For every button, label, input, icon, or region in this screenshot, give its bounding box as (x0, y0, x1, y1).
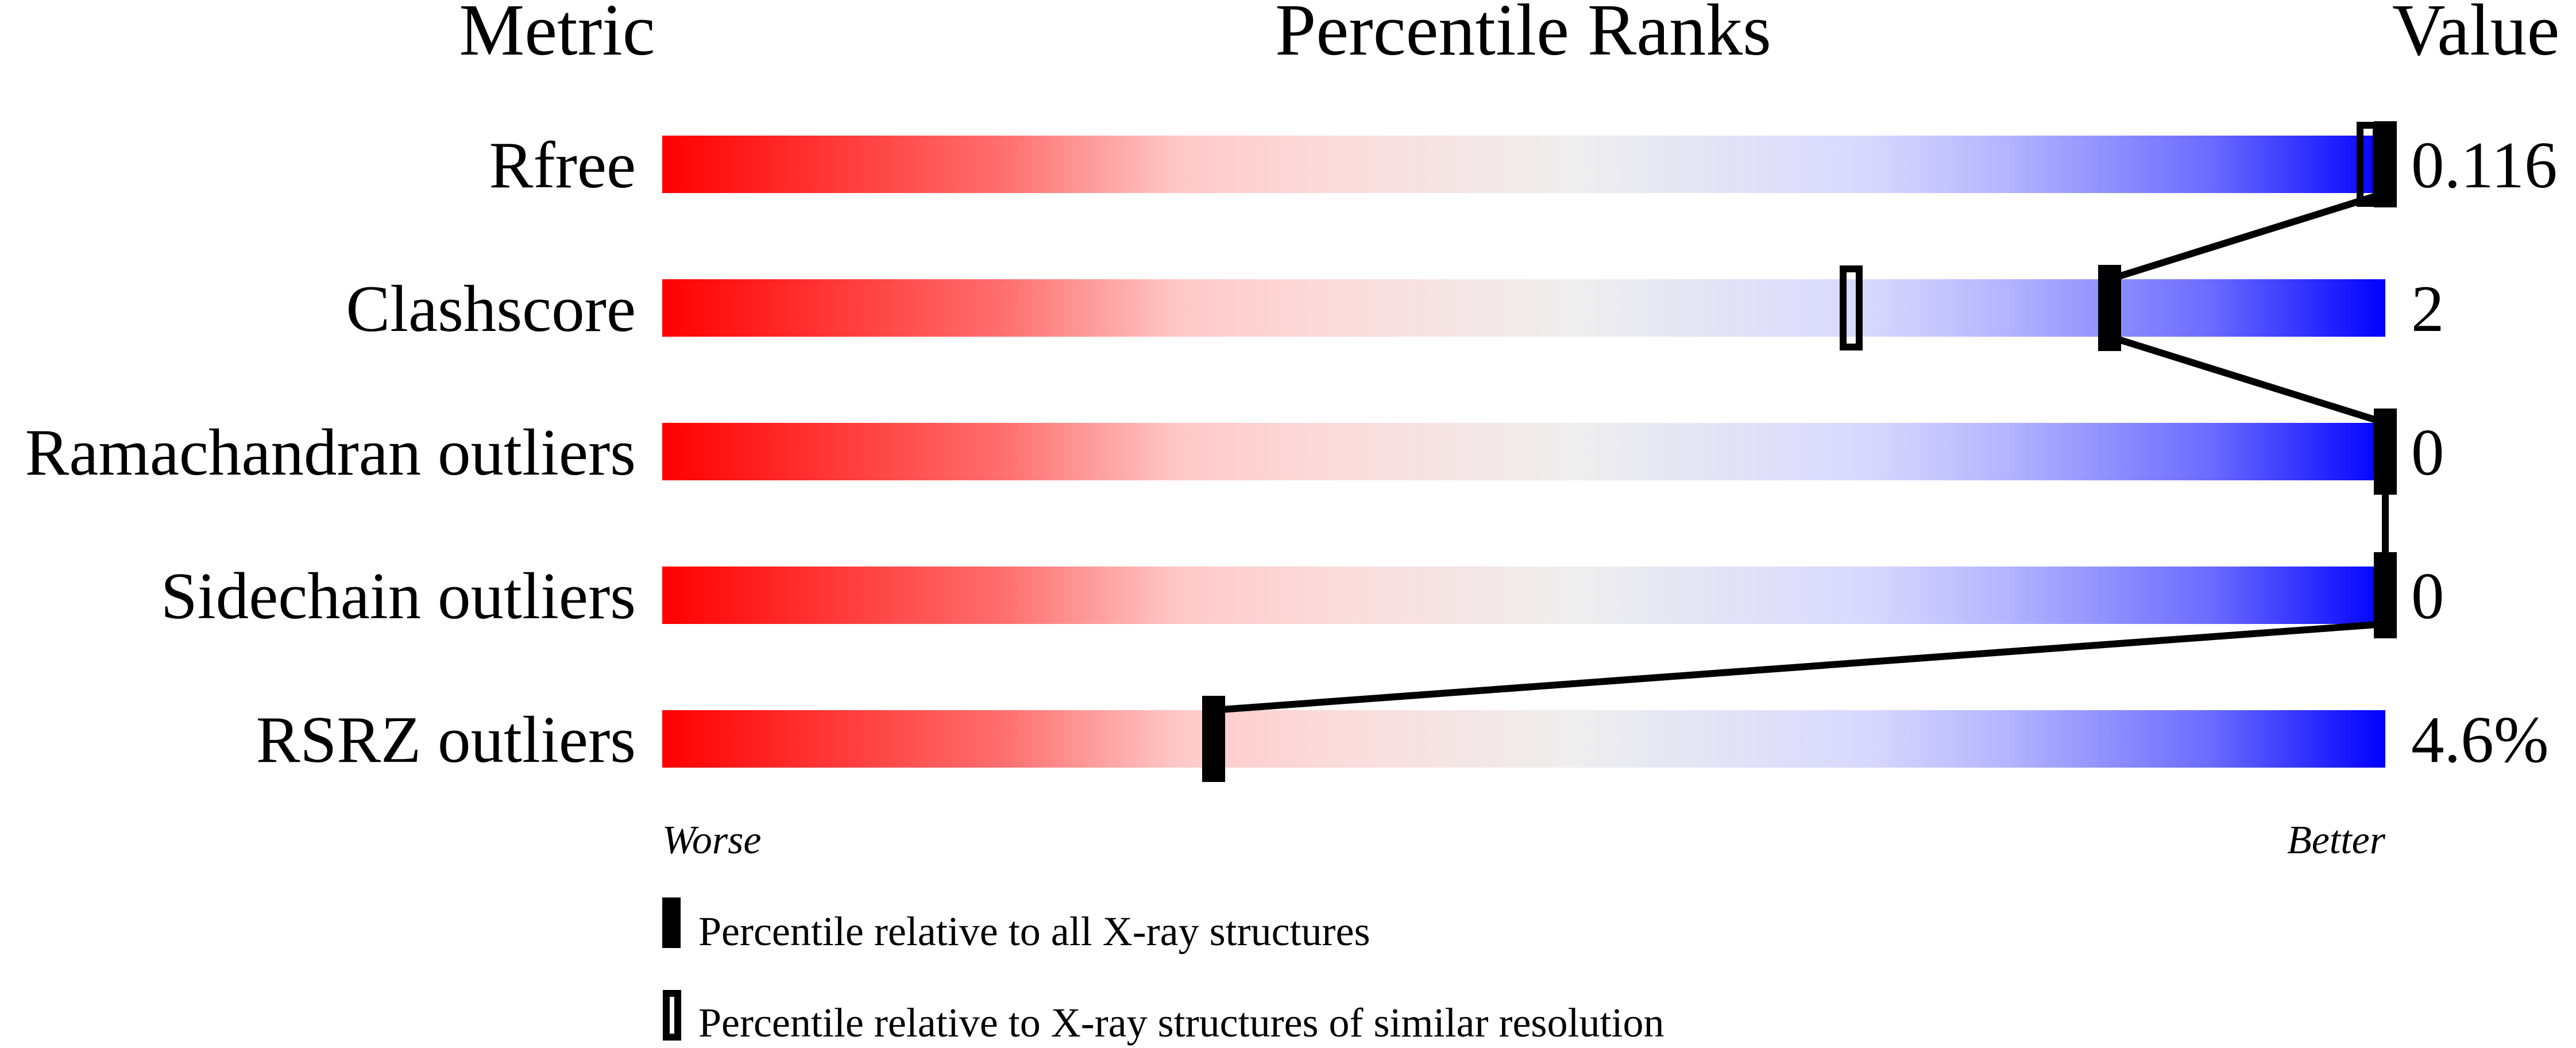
metric-label: RSRZ outliers (256, 703, 636, 776)
metric-value: 4.6% (2411, 703, 2549, 776)
percentile-bar (662, 136, 2385, 193)
axis-worse-label: Worse (662, 818, 761, 862)
axis-better-label: Better (2287, 818, 2386, 862)
connector-line (1213, 621, 2386, 714)
connector-line (2108, 333, 2386, 426)
percentile-bar (662, 710, 2385, 768)
metric-label: Ramachandran outliers (25, 416, 636, 489)
legend-filled-marker-icon (662, 897, 681, 948)
metric-value: 2 (2411, 272, 2444, 345)
metric-value: 0 (2411, 416, 2444, 489)
header-percentile-ranks: Percentile Ranks (1275, 0, 1771, 71)
header-value: Value (2392, 0, 2559, 71)
percentile-bar (662, 423, 2385, 480)
metric-value: 0.116 (2411, 129, 2557, 202)
metric-label: Sidechain outliers (161, 560, 636, 633)
percentile-bar (662, 567, 2385, 624)
metric-label: Rfree (489, 129, 636, 202)
header-metric: Metric (459, 0, 655, 71)
metric-label: Clashscore (346, 272, 636, 345)
legend-label-similar: Percentile relative to X-ray structures … (698, 1000, 1664, 1046)
all-structures-percentile-marker (2374, 552, 2397, 638)
percentile-bar (662, 279, 2385, 337)
all-structures-percentile-marker (2098, 265, 2121, 351)
all-structures-percentile-marker (2374, 409, 2397, 495)
similar-resolution-percentile-marker (1840, 265, 1863, 350)
connector-line (2108, 190, 2386, 283)
legend-label-all: Percentile relative to all X-ray structu… (698, 908, 1370, 954)
all-structures-percentile-marker (1202, 696, 1225, 782)
legend-open-marker-icon (663, 990, 681, 1041)
all-structures-percentile-marker (2374, 121, 2397, 207)
metric-value: 0 (2411, 560, 2444, 633)
